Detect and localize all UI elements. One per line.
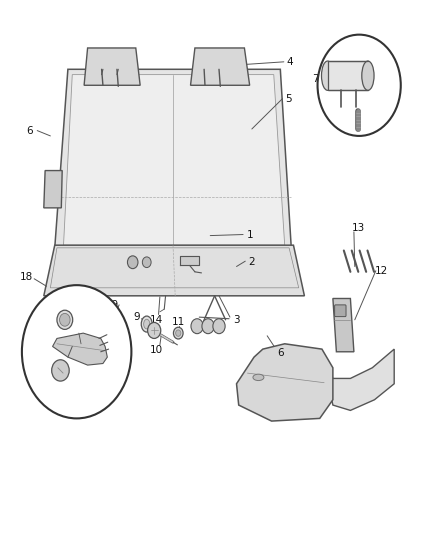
Polygon shape [64, 75, 285, 245]
Circle shape [60, 313, 70, 326]
Text: 20: 20 [79, 343, 92, 352]
Circle shape [102, 319, 115, 334]
Circle shape [318, 35, 401, 136]
Text: 7: 7 [312, 74, 319, 84]
Ellipse shape [173, 327, 183, 339]
Text: 1: 1 [247, 230, 254, 239]
Text: 14: 14 [150, 315, 163, 325]
Text: 9: 9 [134, 312, 141, 321]
Polygon shape [333, 298, 354, 352]
Polygon shape [53, 333, 107, 365]
Ellipse shape [176, 330, 181, 336]
Text: 6: 6 [277, 348, 284, 358]
Text: 2: 2 [248, 257, 255, 267]
Ellipse shape [321, 61, 334, 91]
Circle shape [202, 319, 214, 334]
Polygon shape [328, 61, 368, 90]
Polygon shape [44, 171, 62, 208]
Text: 11: 11 [172, 317, 185, 327]
Text: 21: 21 [78, 286, 92, 296]
Circle shape [127, 256, 138, 269]
Polygon shape [191, 48, 250, 85]
FancyBboxPatch shape [335, 305, 346, 317]
Circle shape [52, 360, 69, 381]
Text: 8: 8 [378, 118, 385, 127]
Text: 3: 3 [233, 315, 240, 325]
Text: 6: 6 [26, 126, 33, 135]
Polygon shape [180, 256, 199, 265]
Ellipse shape [253, 374, 264, 381]
Polygon shape [55, 69, 291, 248]
Circle shape [213, 319, 225, 334]
Text: 19: 19 [106, 301, 119, 310]
Text: 12: 12 [374, 266, 388, 276]
Polygon shape [331, 349, 394, 410]
Polygon shape [84, 48, 140, 85]
Circle shape [57, 310, 73, 329]
Ellipse shape [141, 316, 152, 332]
Polygon shape [44, 245, 304, 296]
Circle shape [142, 257, 151, 268]
Circle shape [191, 319, 203, 334]
Text: 4: 4 [286, 57, 293, 67]
Circle shape [22, 285, 131, 418]
Text: 5: 5 [285, 94, 292, 103]
Circle shape [90, 319, 102, 334]
Ellipse shape [362, 61, 374, 91]
Text: 18: 18 [20, 272, 33, 282]
Ellipse shape [144, 319, 150, 329]
Circle shape [148, 322, 161, 338]
Text: 13: 13 [352, 223, 365, 233]
Text: 15: 15 [95, 327, 109, 336]
Circle shape [79, 319, 92, 334]
Text: 10: 10 [150, 345, 163, 355]
Polygon shape [237, 344, 333, 421]
